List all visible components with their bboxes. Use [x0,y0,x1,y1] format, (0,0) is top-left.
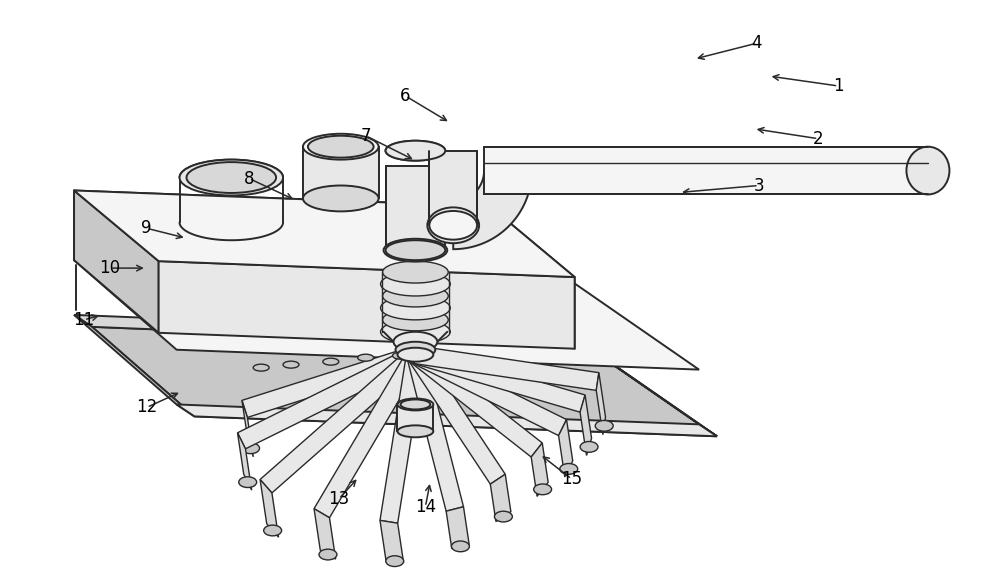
Ellipse shape [264,525,282,536]
Text: 2: 2 [813,130,824,148]
Polygon shape [242,346,418,418]
Polygon shape [484,147,928,194]
Text: 1: 1 [833,77,844,95]
Ellipse shape [383,261,448,283]
Polygon shape [238,433,252,490]
Ellipse shape [319,549,337,560]
Polygon shape [411,347,567,436]
Ellipse shape [397,348,433,362]
Ellipse shape [253,364,269,371]
Ellipse shape [494,511,512,522]
Ellipse shape [381,320,450,344]
Polygon shape [159,261,575,349]
Ellipse shape [386,141,445,161]
Polygon shape [414,346,599,390]
Polygon shape [386,166,445,250]
Text: 4: 4 [752,34,762,52]
Ellipse shape [390,143,441,159]
Text: 10: 10 [99,259,120,277]
Polygon shape [407,353,464,511]
Ellipse shape [323,358,339,365]
Polygon shape [382,272,449,332]
Polygon shape [314,350,423,518]
Ellipse shape [386,240,445,260]
Polygon shape [74,190,490,278]
Text: 3: 3 [753,176,764,194]
Polygon shape [453,171,532,249]
Ellipse shape [394,332,437,351]
Ellipse shape [595,420,613,431]
Polygon shape [74,315,588,347]
Ellipse shape [308,136,374,158]
Polygon shape [490,206,575,349]
Polygon shape [74,260,699,369]
Polygon shape [260,348,421,493]
Ellipse shape [560,463,578,474]
Ellipse shape [303,186,379,211]
Polygon shape [408,350,505,484]
Text: 7: 7 [360,127,371,145]
Polygon shape [314,509,336,559]
Polygon shape [397,404,433,432]
Polygon shape [413,346,585,412]
Ellipse shape [384,239,447,262]
Ellipse shape [580,441,598,452]
Polygon shape [446,507,469,549]
Ellipse shape [187,162,276,193]
Ellipse shape [397,425,433,437]
Polygon shape [596,373,606,434]
Polygon shape [410,347,542,457]
Polygon shape [429,151,477,225]
Polygon shape [242,400,253,457]
Polygon shape [380,353,424,523]
Text: 9: 9 [141,219,152,237]
Ellipse shape [393,352,408,359]
Polygon shape [74,315,194,416]
Ellipse shape [429,211,477,240]
Polygon shape [559,419,573,477]
Ellipse shape [383,309,448,331]
Polygon shape [580,395,592,455]
Text: 12: 12 [136,398,157,416]
Ellipse shape [381,272,450,296]
Ellipse shape [383,285,448,307]
Ellipse shape [427,208,479,243]
Ellipse shape [381,296,450,320]
Text: 11: 11 [73,311,95,329]
Text: 8: 8 [244,169,254,187]
Text: 13: 13 [328,490,349,508]
Polygon shape [570,335,717,436]
Polygon shape [92,327,717,436]
Ellipse shape [386,141,445,161]
Polygon shape [303,147,379,198]
Text: 14: 14 [415,498,436,516]
Polygon shape [260,480,279,537]
Ellipse shape [396,342,435,358]
Ellipse shape [180,160,283,195]
Ellipse shape [386,556,404,567]
Text: 6: 6 [400,87,411,105]
Ellipse shape [358,354,374,361]
Ellipse shape [534,484,552,495]
Ellipse shape [283,361,299,368]
Ellipse shape [239,477,257,488]
Ellipse shape [303,134,379,160]
Ellipse shape [451,541,469,552]
Polygon shape [238,347,419,449]
Polygon shape [380,520,404,563]
Polygon shape [490,474,511,521]
Polygon shape [531,443,548,496]
Polygon shape [74,190,159,333]
Ellipse shape [906,147,949,194]
Text: 15: 15 [561,470,582,488]
Ellipse shape [397,398,433,411]
Ellipse shape [242,443,260,454]
Polygon shape [74,190,575,277]
Ellipse shape [400,400,430,409]
Polygon shape [177,404,717,436]
